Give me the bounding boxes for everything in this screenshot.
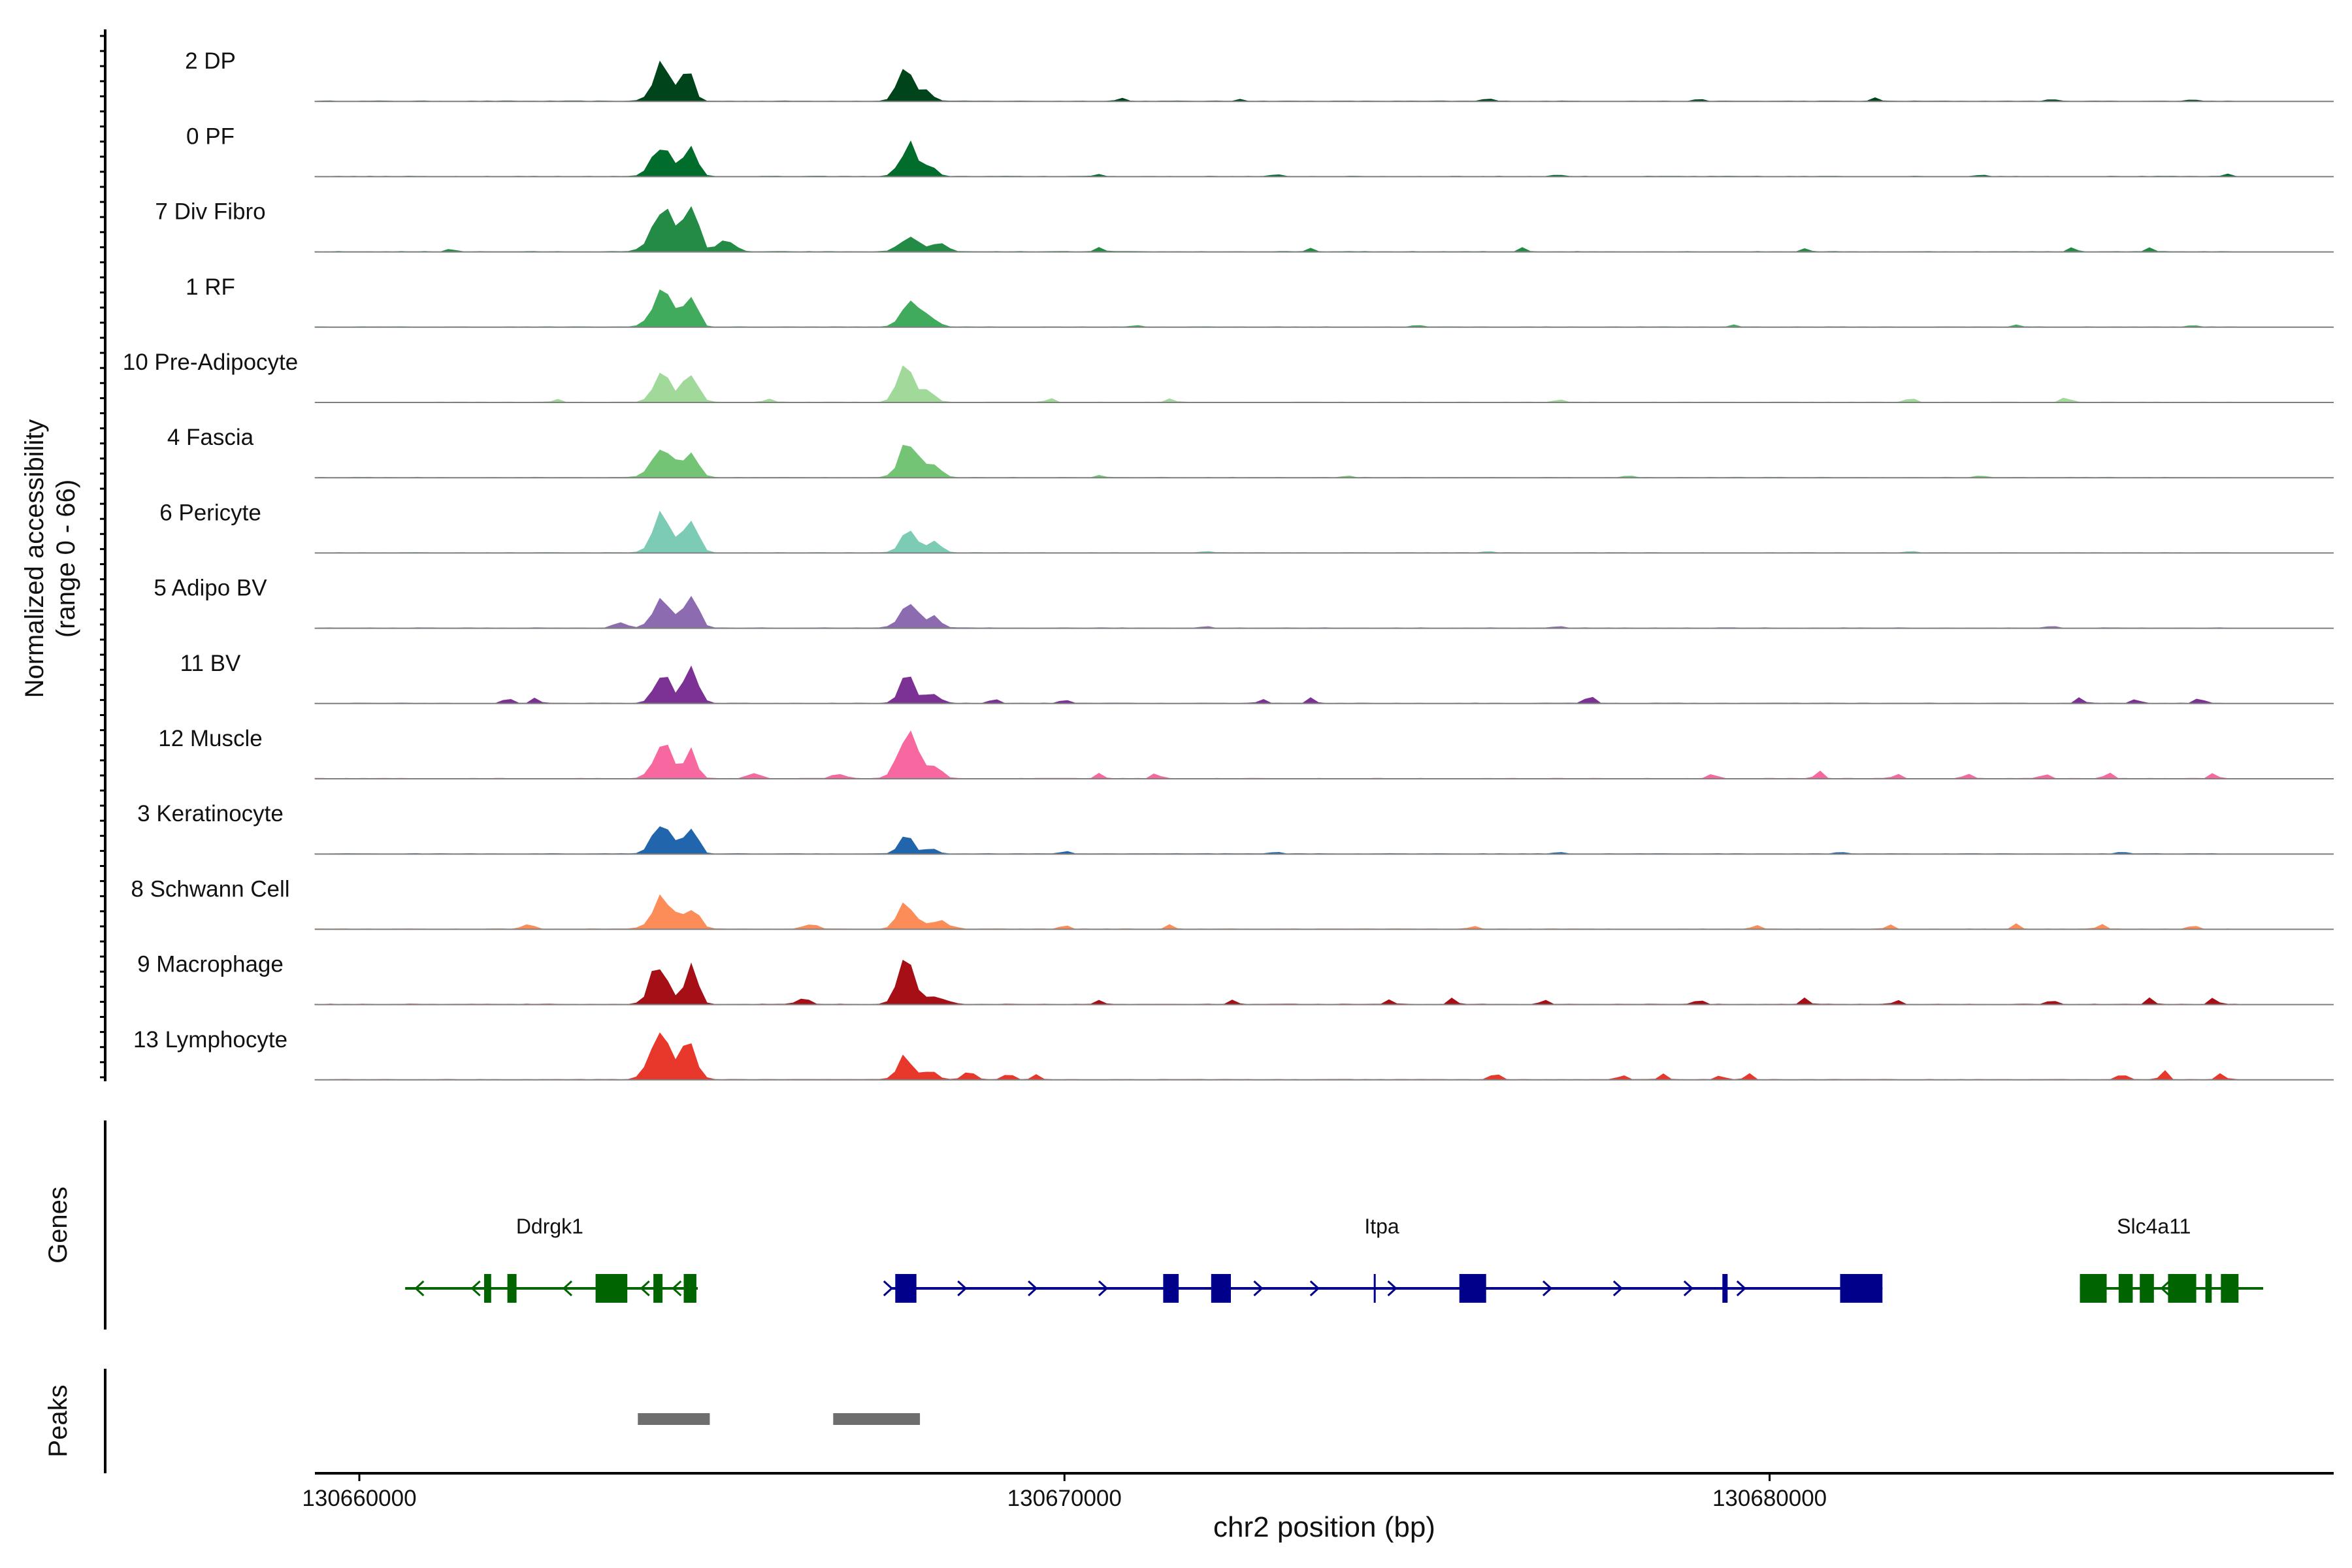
track-7-div-fibro: 7 Div Fibro [155, 199, 2334, 253]
strand-arrow [640, 1280, 650, 1297]
coverage-area [314, 206, 2240, 253]
coverage-area [314, 894, 2240, 930]
exon [484, 1274, 491, 1303]
track-label: 8 Schwann Cell [131, 876, 289, 902]
track-label: 5 Adipo BV [154, 576, 267, 601]
track-0-pf: 0 PF [186, 123, 2334, 178]
track-label: 11 BV [180, 651, 241, 676]
y-axis-label-line1: Normalized accessibility [20, 419, 49, 698]
track-3-keratinocyte: 3 Keratinocyte [137, 801, 2334, 855]
track-label: 0 PF [186, 123, 235, 149]
gene-ddrgk1: Ddrgk1 [405, 1215, 698, 1303]
strand-arrow [562, 1280, 573, 1297]
strand-arrow [1028, 1280, 1038, 1297]
strand-arrow [1612, 1280, 1624, 1297]
track-1-rf: 1 RF [186, 274, 2334, 328]
track-11-bv: 11 BV [180, 651, 2334, 704]
track-5-adipo-bv: 5 Adipo BV [154, 576, 2334, 629]
peak-region [638, 1413, 710, 1425]
coverage-area [314, 595, 2240, 629]
coverage-area [314, 444, 2240, 478]
gene-itpa: Itpa [883, 1215, 1883, 1303]
coverage-area [314, 510, 2240, 553]
coverage-tracks: 2 DP 0 PF 7 Div Fibro 1 RF 10 Pre-Adipocyte 4… [123, 48, 2334, 1081]
coverage-area [314, 826, 2240, 855]
track-12-muscle: 12 Muscle [158, 726, 2334, 779]
track-label: 4 Fascia [167, 425, 254, 450]
strand-arrow [883, 1280, 894, 1297]
gene-slc4a11: Slc4a11 [2080, 1215, 2264, 1303]
x-axis-ticks: 130660000 130670000 130680000 [302, 1473, 1827, 1511]
x-tick-label: 130680000 [1712, 1486, 1827, 1511]
coverage-area [314, 365, 2240, 403]
strand-arrow [1736, 1280, 1747, 1297]
coverage-area [314, 730, 2240, 779]
coverage-area [314, 1032, 2240, 1081]
strand-arrow [1387, 1280, 1397, 1297]
exon [1722, 1274, 1728, 1303]
strand-arrow [672, 1280, 682, 1297]
strand-arrow [414, 1280, 425, 1297]
x-axis-label: chr2 position (bp) [1213, 1511, 1435, 1543]
exon [1840, 1274, 1883, 1303]
peak-region [833, 1413, 921, 1425]
strand-arrow [1309, 1280, 1320, 1297]
strand-arrow [957, 1280, 968, 1297]
strand-arrow [1253, 1280, 1264, 1297]
exon [2205, 1274, 2212, 1303]
gene-label: Slc4a11 [2117, 1215, 2191, 1238]
track-label: 13 Lymphocyte [133, 1027, 287, 1053]
peak-regions [638, 1413, 921, 1425]
strand-arrow [1683, 1280, 1694, 1297]
y-axis [100, 29, 106, 1081]
exon [895, 1274, 917, 1303]
track-label: 12 Muscle [158, 726, 263, 751]
y-axis-label-line2: (range 0 - 66) [52, 480, 80, 638]
track-2-dp: 2 DP [185, 48, 2334, 103]
coverage-area [314, 960, 2240, 1005]
strand-arrow [1542, 1280, 1553, 1297]
track-13-lymphocyte: 13 Lymphocyte [133, 1027, 2334, 1081]
strand-arrow [2160, 1280, 2170, 1297]
exon [1163, 1274, 1179, 1303]
track-9-macrophage: 9 Macrophage [137, 952, 2334, 1005]
coverage-area [314, 60, 2240, 102]
exon [507, 1274, 517, 1303]
strand-arrow [470, 1280, 481, 1297]
exon [2221, 1274, 2239, 1303]
exon [2080, 1274, 2107, 1303]
gene-label: Ddrgk1 [516, 1215, 583, 1238]
x-tick-label: 130670000 [1007, 1486, 1122, 1511]
exon [1459, 1274, 1486, 1303]
track-10-pre-adipocyte: 10 Pre-Adipocyte [123, 350, 2334, 403]
exon [2140, 1274, 2154, 1303]
track-label: 9 Macrophage [137, 952, 284, 977]
genes-label: Genes [44, 1186, 73, 1264]
exon [653, 1274, 663, 1303]
track-8-schwann-cell: 8 Schwann Cell [131, 876, 2334, 930]
coverage-area [314, 140, 2240, 177]
exon [683, 1274, 696, 1303]
peaks-label: Peaks [44, 1384, 73, 1457]
x-tick-label: 130660000 [302, 1486, 416, 1511]
track-label: 3 Keratinocyte [137, 801, 284, 826]
coverage-area [314, 665, 2240, 704]
strand-arrow [1098, 1280, 1109, 1297]
track-label: 2 DP [185, 48, 236, 74]
gene-label: Itpa [1364, 1215, 1399, 1238]
gene-annotations: Ddrgk1 Itpa Slc4a11 [405, 1215, 2264, 1303]
track-4-fascia: 4 Fascia [167, 425, 2334, 479]
track-label: 6 Pericyte [159, 500, 261, 525]
coverage-area [314, 289, 2240, 328]
track-label: 1 RF [186, 274, 235, 300]
exon [595, 1274, 628, 1303]
track-label: 7 Div Fibro [155, 199, 265, 225]
exon [2168, 1274, 2197, 1303]
track-6-pericyte: 6 Pericyte [159, 500, 2334, 554]
track-label: 10 Pre-Adipocyte [123, 350, 298, 375]
exon [2118, 1274, 2133, 1303]
exon [1211, 1274, 1231, 1303]
